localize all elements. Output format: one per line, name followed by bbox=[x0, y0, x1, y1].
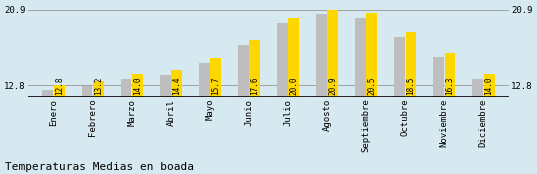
Bar bbox=[211, 58, 221, 97]
Bar bbox=[484, 74, 495, 97]
Bar bbox=[288, 18, 299, 97]
Bar bbox=[171, 70, 182, 97]
Text: 14.0: 14.0 bbox=[133, 76, 142, 94]
Bar bbox=[132, 74, 143, 97]
Bar bbox=[328, 10, 338, 97]
Text: 17.6: 17.6 bbox=[250, 76, 259, 94]
Bar bbox=[355, 18, 366, 97]
Text: 14.0: 14.0 bbox=[484, 76, 494, 94]
Bar bbox=[121, 79, 132, 97]
Text: 16.3: 16.3 bbox=[446, 76, 454, 94]
Bar bbox=[238, 45, 249, 97]
Text: Temperaturas Medias en boada: Temperaturas Medias en boada bbox=[5, 162, 194, 172]
Bar bbox=[93, 81, 104, 97]
Text: 20.9: 20.9 bbox=[329, 76, 337, 94]
Text: 20.5: 20.5 bbox=[367, 76, 376, 94]
Text: 20.0: 20.0 bbox=[289, 76, 299, 94]
Bar bbox=[445, 53, 455, 97]
Bar bbox=[405, 32, 416, 97]
Bar bbox=[277, 23, 288, 97]
Bar bbox=[159, 75, 171, 97]
Text: 15.7: 15.7 bbox=[211, 76, 220, 94]
Bar bbox=[394, 37, 405, 97]
Text: 14.4: 14.4 bbox=[172, 76, 182, 94]
Text: 13.2: 13.2 bbox=[94, 76, 103, 94]
Bar bbox=[42, 90, 53, 97]
Bar bbox=[199, 63, 209, 97]
Bar bbox=[249, 41, 260, 97]
Bar bbox=[472, 79, 483, 97]
Bar bbox=[54, 85, 65, 97]
Bar bbox=[433, 57, 444, 97]
Bar bbox=[82, 86, 92, 97]
Bar bbox=[316, 14, 326, 97]
Bar bbox=[366, 13, 378, 97]
Text: 12.8: 12.8 bbox=[55, 76, 64, 94]
Text: 18.5: 18.5 bbox=[407, 76, 416, 94]
